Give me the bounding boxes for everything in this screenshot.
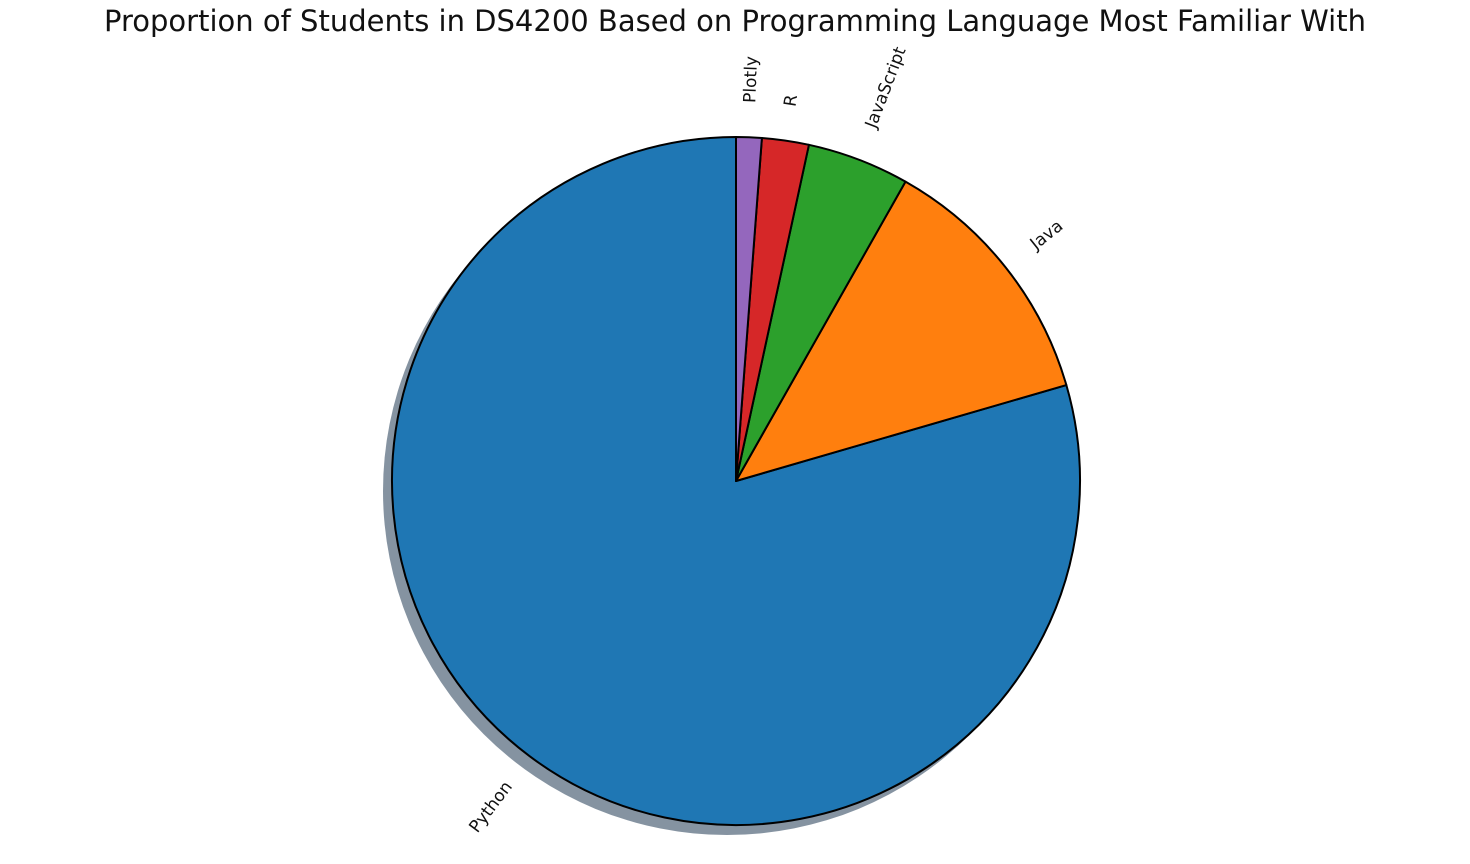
pie-slices	[391, 136, 1081, 826]
pie-label-r: R	[781, 93, 803, 108]
pie-label-python: Python	[465, 778, 516, 837]
pie-label-javascript: JavaScript	[861, 44, 911, 132]
pie-slice-plotly	[735, 136, 763, 482]
pie-label-java: Java	[1026, 216, 1067, 255]
chart-title: Proportion of Students in DS4200 Based o…	[104, 4, 1366, 38]
pie-label-plotly: Plotly	[740, 56, 762, 104]
pie-slice-java	[735, 180, 1068, 482]
